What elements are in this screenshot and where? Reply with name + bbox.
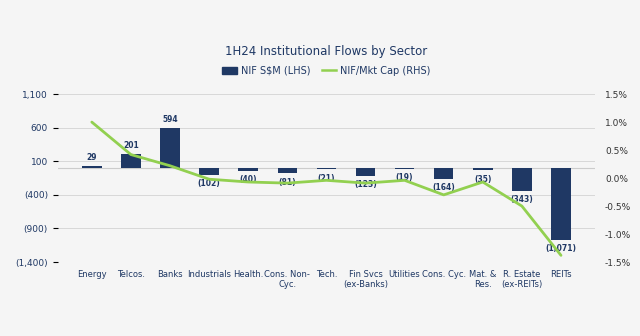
Bar [395, 168, 414, 169]
Text: 594: 594 [162, 115, 178, 124]
Bar [278, 168, 297, 173]
Bar [121, 155, 141, 168]
Text: 201: 201 [123, 141, 139, 150]
Text: (1,071): (1,071) [545, 244, 577, 253]
Bar [239, 168, 258, 171]
Bar [434, 168, 454, 179]
Bar [82, 166, 102, 168]
Text: 29: 29 [86, 153, 97, 162]
Title: 1H24 Institutional Flows by Sector: 1H24 Institutional Flows by Sector [225, 45, 428, 58]
Text: (123): (123) [354, 180, 377, 190]
Bar [317, 168, 336, 169]
Legend: NIF S$M (LHS), NIF/Mkt Cap (RHS): NIF S$M (LHS), NIF/Mkt Cap (RHS) [218, 62, 435, 80]
Text: (35): (35) [474, 175, 492, 183]
Text: (102): (102) [198, 179, 221, 188]
Bar [160, 128, 180, 168]
Text: (81): (81) [278, 178, 296, 186]
Bar [356, 168, 375, 176]
Text: (21): (21) [317, 174, 335, 182]
Text: (19): (19) [396, 173, 413, 182]
Text: (164): (164) [432, 183, 455, 192]
Bar [473, 168, 493, 170]
Text: (40): (40) [239, 175, 257, 184]
Bar [199, 168, 219, 175]
Bar [551, 168, 571, 240]
Bar [512, 168, 532, 191]
Text: (343): (343) [511, 195, 533, 204]
